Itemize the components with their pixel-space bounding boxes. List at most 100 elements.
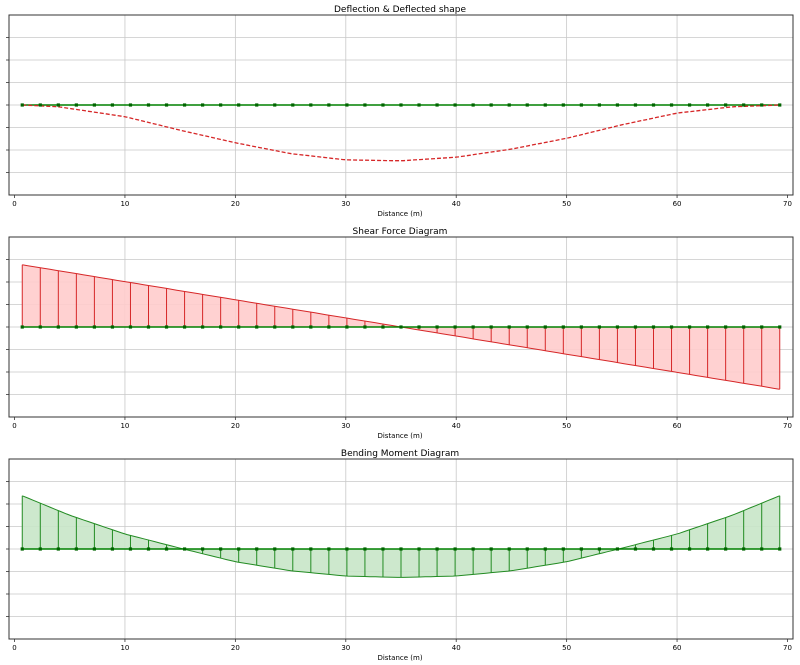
node-marker bbox=[56, 547, 60, 551]
node-marker bbox=[669, 325, 674, 329]
node-marker bbox=[778, 103, 782, 107]
node-marker bbox=[291, 547, 295, 551]
node-marker bbox=[20, 547, 24, 551]
node-marker bbox=[687, 325, 692, 329]
node-marker bbox=[543, 103, 547, 107]
node-marker bbox=[399, 547, 403, 551]
node-marker bbox=[201, 103, 205, 107]
node-marker bbox=[760, 325, 764, 329]
x-tick-label: 60 bbox=[673, 200, 682, 208]
node-marker bbox=[164, 325, 169, 329]
node-marker bbox=[38, 325, 42, 329]
node-marker bbox=[651, 103, 656, 107]
node-marker bbox=[435, 325, 439, 329]
node-marker bbox=[363, 103, 367, 107]
node-marker bbox=[255, 547, 259, 551]
node-marker bbox=[273, 325, 277, 329]
node-marker bbox=[724, 325, 728, 329]
node-marker bbox=[597, 547, 601, 551]
node-marker bbox=[20, 103, 24, 107]
node-marker bbox=[706, 547, 710, 551]
node-marker bbox=[543, 325, 547, 329]
node-marker bbox=[345, 547, 349, 551]
node-marker bbox=[525, 547, 529, 551]
panel-deflection: Deflection & Deflected shape Distance (m… bbox=[6, 5, 794, 218]
node-marker bbox=[525, 325, 529, 329]
x-tick-label: 0 bbox=[12, 644, 16, 652]
x-tick-label: 60 bbox=[673, 422, 682, 430]
node-marker bbox=[724, 547, 728, 551]
node-marker bbox=[38, 103, 42, 107]
node-marker bbox=[615, 547, 620, 551]
node-marker bbox=[417, 325, 421, 329]
node-marker bbox=[219, 325, 223, 329]
x-tick-label: 40 bbox=[452, 644, 461, 652]
node-marker bbox=[237, 103, 241, 107]
node-marker bbox=[489, 547, 493, 551]
node-marker bbox=[381, 103, 385, 107]
node-marker bbox=[453, 103, 457, 107]
x-axis-label: Distance (m) bbox=[377, 432, 422, 440]
diagram-outline bbox=[22, 495, 780, 578]
x-tick-label: 20 bbox=[231, 200, 240, 208]
node-marker bbox=[128, 547, 133, 551]
node-marker bbox=[146, 547, 151, 551]
node-marker bbox=[38, 547, 42, 551]
node-marker bbox=[615, 325, 620, 329]
chart-title: Deflection & Deflected shape bbox=[334, 5, 466, 15]
x-tick-label: 0 bbox=[12, 200, 16, 208]
node-marker bbox=[507, 325, 511, 329]
node-marker bbox=[201, 325, 205, 329]
node-marker bbox=[327, 103, 331, 107]
x-tick-label: 40 bbox=[452, 422, 461, 430]
node-marker bbox=[633, 103, 638, 107]
x-axis-label: Distance (m) bbox=[377, 210, 422, 218]
node-marker bbox=[74, 547, 78, 551]
node-marker bbox=[363, 547, 367, 551]
x-tick-label: 50 bbox=[562, 200, 571, 208]
node-marker bbox=[742, 103, 746, 107]
node-marker bbox=[182, 103, 187, 107]
node-marker bbox=[92, 103, 96, 107]
node-marker bbox=[345, 103, 349, 107]
x-tick-label: 10 bbox=[120, 200, 129, 208]
chart-title: Bending Moment Diagram bbox=[341, 449, 459, 459]
node-marker bbox=[182, 325, 187, 329]
node-marker bbox=[327, 547, 331, 551]
panel-bending-moment: Bending Moment Diagram Distance (m) 0 10 2… bbox=[6, 449, 794, 662]
node-marker bbox=[110, 103, 115, 107]
node-marker bbox=[219, 103, 223, 107]
node-marker bbox=[381, 325, 385, 329]
node-marker bbox=[399, 325, 403, 329]
node-marker bbox=[778, 325, 782, 329]
node-marker bbox=[128, 325, 133, 329]
node-marker bbox=[110, 547, 115, 551]
node-marker bbox=[381, 547, 385, 551]
x-tick-label: 50 bbox=[562, 422, 571, 430]
node-marker bbox=[579, 325, 583, 329]
node-marker bbox=[237, 547, 241, 551]
node-marker bbox=[146, 325, 151, 329]
node-marker bbox=[471, 547, 475, 551]
node-marker bbox=[128, 103, 133, 107]
node-marker bbox=[417, 547, 421, 551]
node-marker bbox=[345, 325, 349, 329]
x-tick-label: 70 bbox=[783, 644, 792, 652]
x-tick-label: 30 bbox=[341, 644, 350, 652]
axes-frame bbox=[8, 458, 794, 640]
panel-shear-force: Shear Force Diagram Distance (m) 0 10 20 30… bbox=[6, 227, 794, 440]
node-marker bbox=[417, 103, 421, 107]
node-marker bbox=[273, 103, 277, 107]
node-marker bbox=[237, 325, 241, 329]
node-marker bbox=[561, 103, 565, 107]
node-marker bbox=[597, 325, 601, 329]
node-marker bbox=[20, 325, 24, 329]
x-tick-label: 10 bbox=[120, 422, 129, 430]
node-marker bbox=[489, 103, 493, 107]
node-marker bbox=[706, 103, 710, 107]
node-marker bbox=[633, 547, 638, 551]
node-marker bbox=[327, 325, 331, 329]
node-marker bbox=[453, 547, 457, 551]
node-marker bbox=[760, 103, 764, 107]
node-marker bbox=[579, 547, 583, 551]
